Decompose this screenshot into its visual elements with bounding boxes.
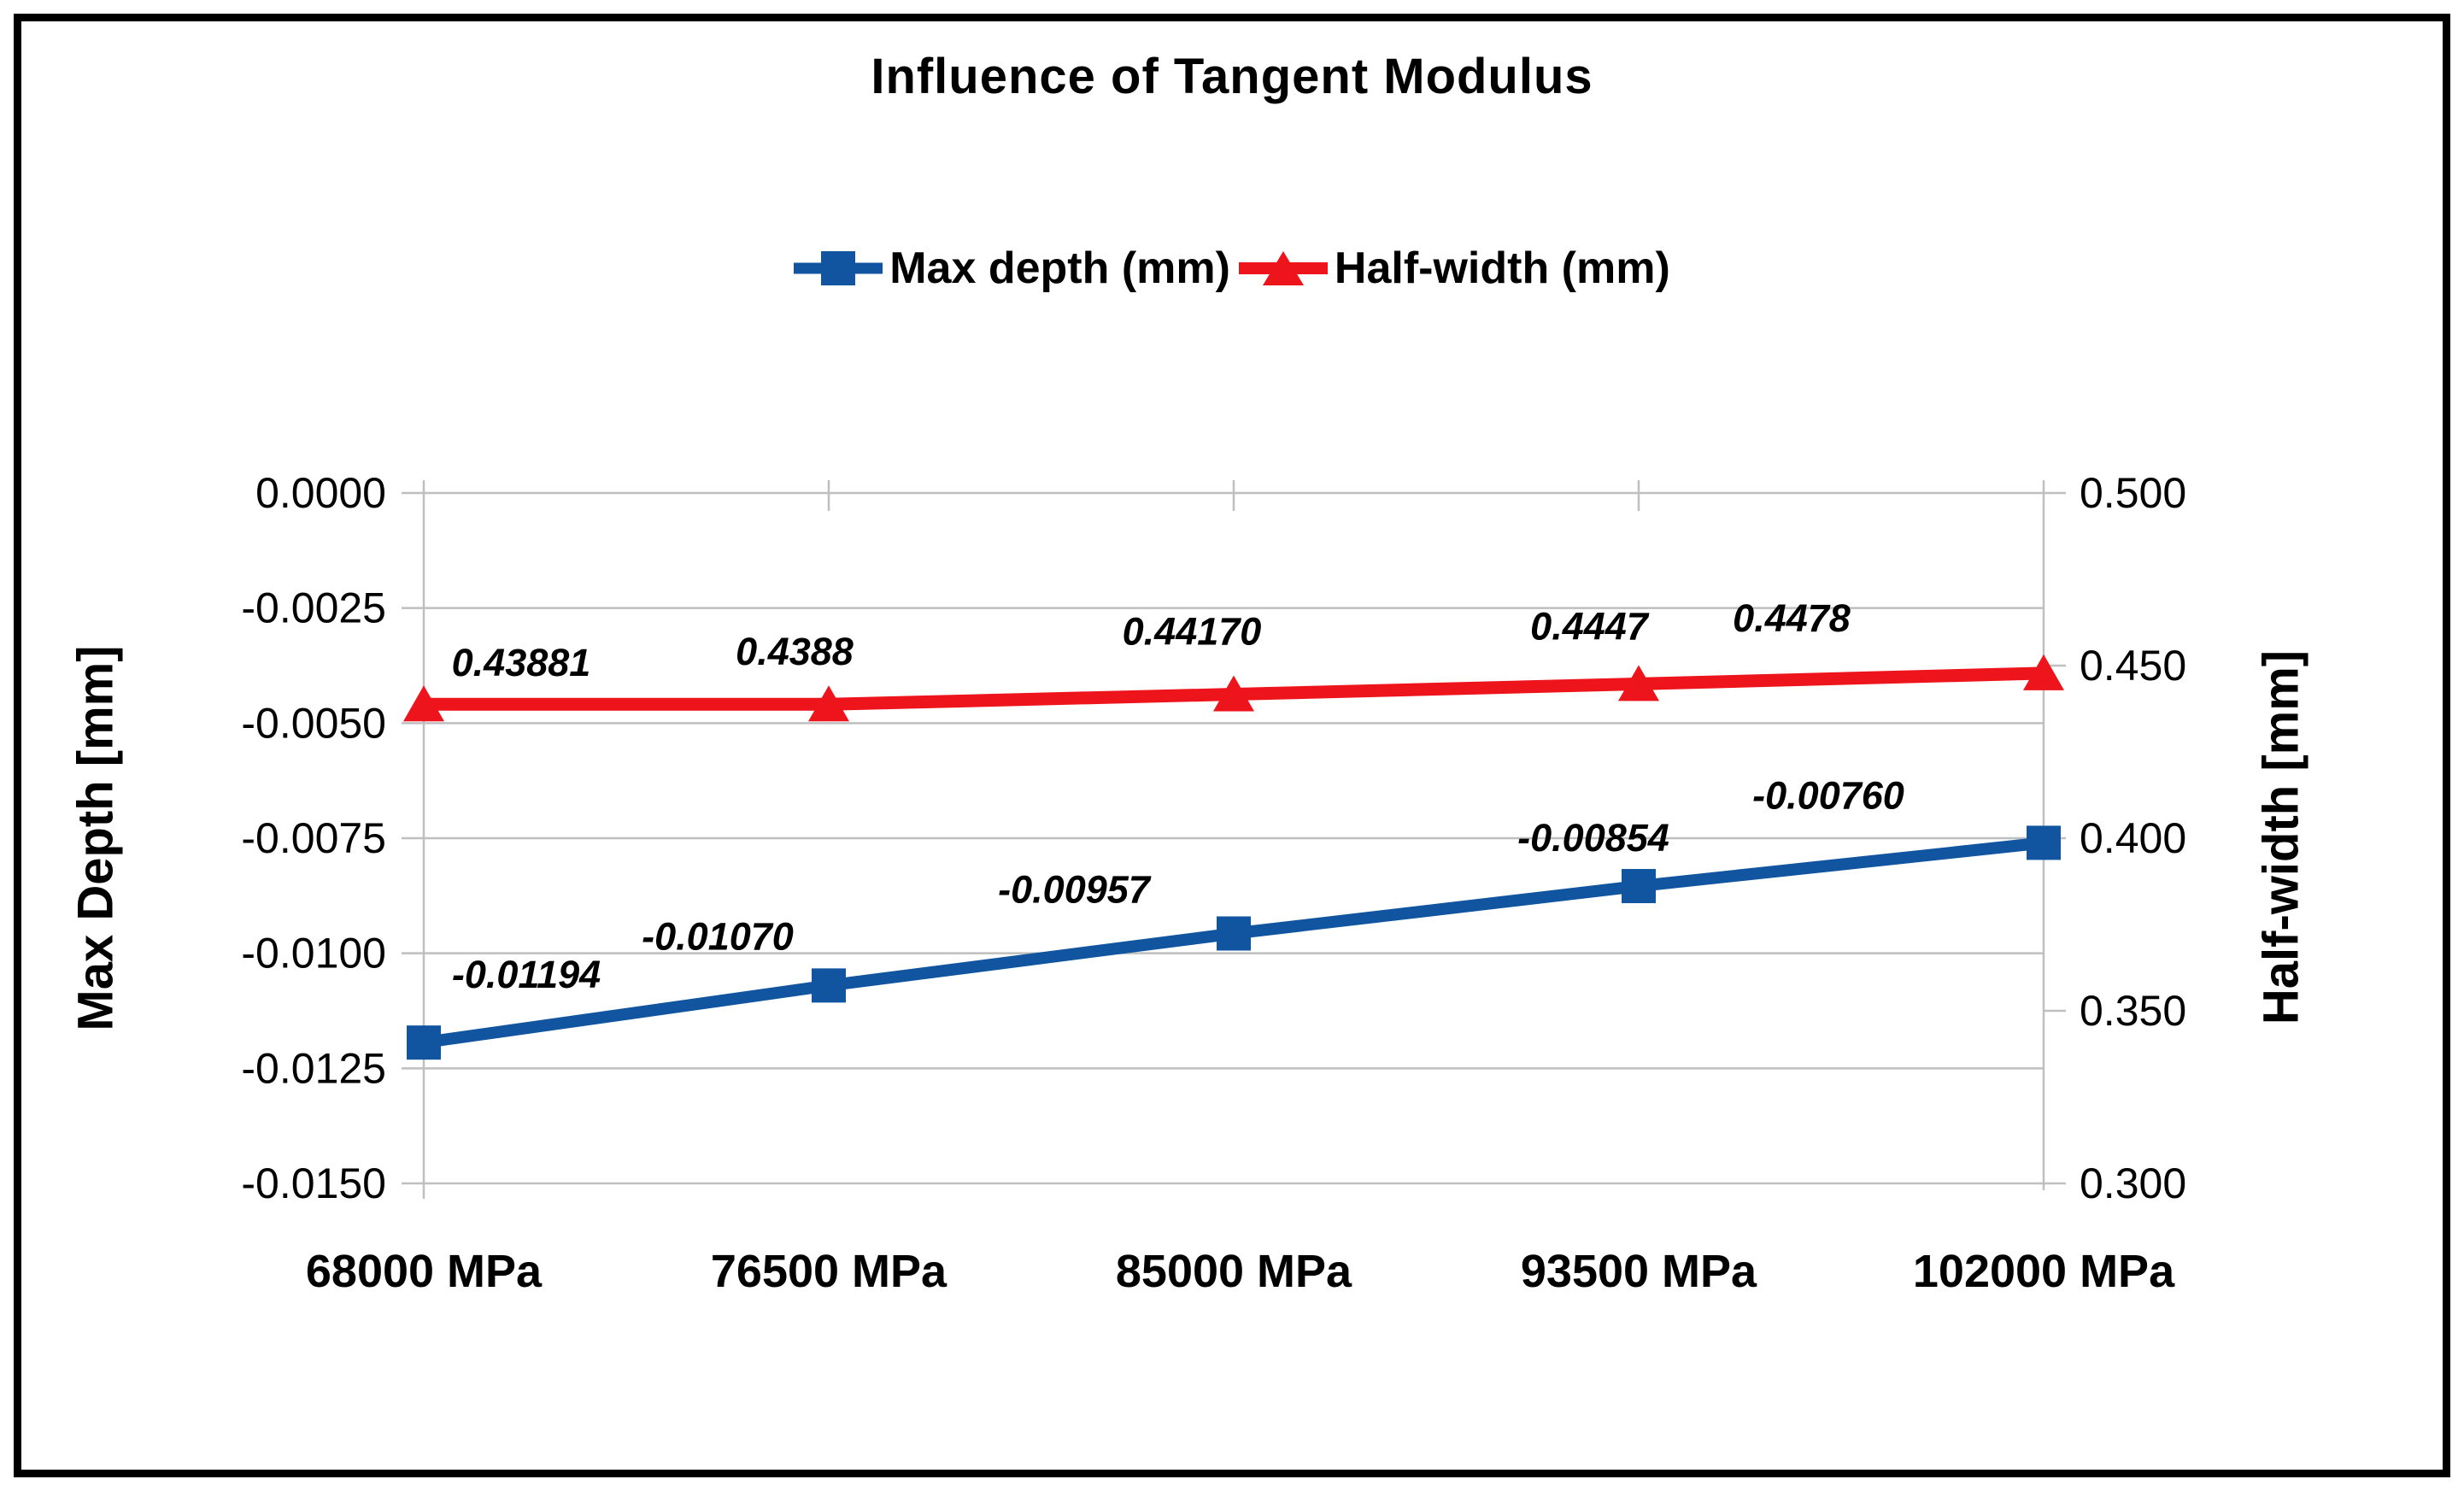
right-axis-tick-label: 0.500 [2080, 469, 2186, 517]
legend-item-half-width: Half-width (mm) [1238, 243, 1670, 294]
chart-title: Influence of Tangent Modulus [871, 49, 1593, 104]
max_depth-marker [407, 1025, 441, 1060]
chart-border [14, 14, 2450, 1477]
left-axis-tick-label: -0.0125 [241, 1044, 386, 1092]
x-axis-label: 76500 MPa [711, 1246, 947, 1297]
left-axis-tick-label: -0.0050 [241, 699, 386, 747]
half_width-data-label: 0.44170 [1123, 610, 1262, 654]
half_width-data-label: 0.43881 [452, 641, 591, 684]
half_width-marker [1213, 675, 1254, 712]
right-axis-tick-label: 0.450 [2080, 642, 2186, 690]
left-axis-tick-label: -0.0075 [241, 814, 386, 862]
max_depth-data-label: -0.01070 [642, 914, 794, 958]
half_width-marker [1618, 665, 1659, 701]
max_depth-data-label: -0.01194 [452, 953, 601, 996]
x-axis-label: 85000 MPa [1116, 1246, 1352, 1297]
legend-label-half-width: Half-width (mm) [1334, 244, 1670, 293]
legend-marker-triangle-icon [1238, 251, 1328, 285]
max_depth-data-label: -0.00854 [1517, 816, 1669, 860]
legend: Max depth (mm) Half-width (mm) [0, 243, 2464, 294]
right-axis-tick-label: 0.400 [2080, 814, 2186, 862]
half_width-marker [2023, 654, 2064, 690]
left-axis-tick-label: -0.0150 [241, 1159, 386, 1207]
x-axis-label: 93500 MPa [1521, 1246, 1757, 1297]
left-axis-tick-label: -0.0100 [241, 930, 386, 977]
half_width-data-label: 0.4447 [1530, 604, 1650, 648]
half_width-marker [403, 685, 444, 722]
max_depth-data-label: -0.00957 [998, 868, 1152, 912]
legend-marker-square-icon [794, 251, 883, 285]
max_depth-marker [812, 968, 846, 1003]
left-axis-tick-label: -0.0025 [241, 584, 386, 632]
right-axis-tick-label: 0.300 [2080, 1159, 2186, 1207]
half_width-data-label: 0.4388 [736, 630, 854, 673]
legend-item-max-depth: Max depth (mm) [794, 243, 1230, 294]
half_width-data-label: 0.4478 [1733, 596, 1851, 640]
x-axis-label: 102000 MPa [1913, 1246, 2175, 1297]
max_depth-marker [2027, 825, 2061, 860]
legend-label-max-depth: Max depth (mm) [889, 244, 1230, 293]
max_depth-marker [1622, 869, 1656, 904]
left-axis-tick-label: 0.0000 [255, 469, 386, 517]
half_width-marker [808, 685, 849, 722]
max_depth-marker [1217, 916, 1251, 951]
max_depth-data-label: -0.00760 [1752, 773, 1904, 817]
x-axis-label: 68000 MPa [306, 1246, 543, 1297]
right-axis-tick-label: 0.350 [2080, 987, 2186, 1035]
